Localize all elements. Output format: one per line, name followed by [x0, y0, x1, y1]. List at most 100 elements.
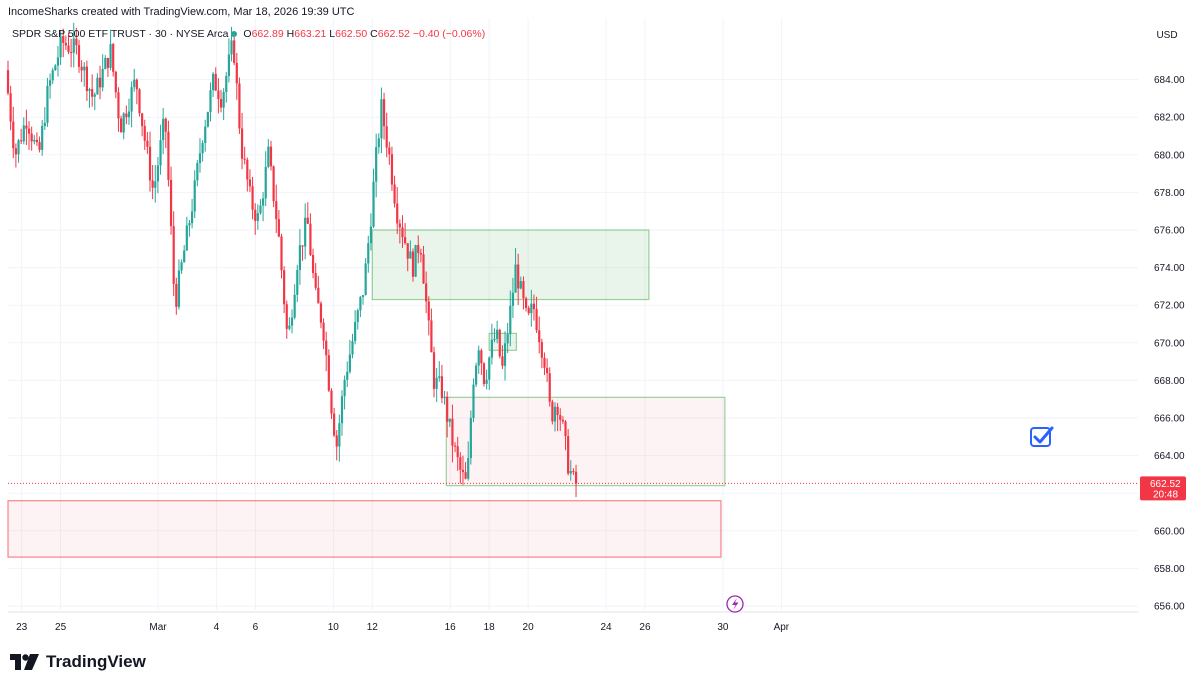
- candle-body: [122, 113, 125, 133]
- candle-body: [248, 179, 252, 187]
- last-price-tag: 662.52 20:48: [1140, 476, 1186, 501]
- time-tick-label: 26: [639, 622, 651, 633]
- candle-body: [440, 376, 444, 399]
- candle-body: [185, 225, 188, 251]
- price-tick-label: 678.00: [1154, 188, 1185, 199]
- candle-body: [559, 415, 562, 420]
- candle-body: [217, 90, 220, 100]
- candle-body: [519, 281, 522, 289]
- time-tick-label: 25: [55, 622, 67, 633]
- candle-body: [406, 243, 409, 259]
- candle-body: [233, 40, 236, 63]
- candle-body: [301, 245, 304, 247]
- candle-body: [214, 73, 217, 91]
- candle-body: [225, 76, 228, 93]
- candle-body: [96, 77, 99, 95]
- candle-body: [259, 205, 262, 214]
- candle-body: [472, 384, 475, 418]
- candle-body: [438, 376, 441, 378]
- candle-body: [35, 139, 39, 143]
- candle-body: [293, 294, 296, 318]
- chart-grid: [8, 18, 1138, 613]
- candle-body: [196, 163, 199, 181]
- candle-body: [154, 181, 157, 188]
- candle-body: [269, 146, 273, 167]
- candle-body: [443, 396, 446, 399]
- candle-body: [72, 38, 75, 53]
- candle-body: [290, 317, 294, 326]
- candle-body: [493, 339, 496, 341]
- candle-body: [335, 435, 338, 447]
- checkbox-check-icon[interactable]: [1030, 426, 1054, 447]
- candle-body: [164, 118, 167, 132]
- symbol-legend[interactable]: SPDR S&P 500 ETF TRUST · 30 · NYSE Arca …: [12, 28, 485, 40]
- candle-body: [417, 245, 420, 253]
- high-value: 663.21: [294, 28, 327, 40]
- candle-body: [322, 322, 325, 341]
- candle-body: [351, 341, 354, 355]
- tradingview-logo[interactable]: TradingView: [10, 652, 146, 672]
- candle-body: [109, 43, 112, 68]
- price-tick-label: 666.00: [1154, 414, 1185, 425]
- candle-body: [456, 446, 459, 458]
- candle-body: [346, 371, 349, 380]
- demand-zone[interactable]: [7, 500, 722, 558]
- candle-body: [522, 281, 525, 299]
- symbol-name[interactable]: SPDR S&P 500 ETF TRUST · 30 · NYSE Arca: [12, 28, 229, 40]
- low-label: L: [329, 28, 336, 40]
- candle-body: [467, 458, 470, 479]
- candle-body: [361, 295, 365, 298]
- candle-body: [20, 140, 23, 142]
- candle-body: [162, 118, 165, 141]
- candle-body: [183, 250, 186, 263]
- candle-body: [427, 301, 430, 321]
- candle-body: [532, 303, 536, 310]
- demand-zone[interactable]: [445, 396, 726, 487]
- lightning-icon[interactable]: [726, 595, 744, 613]
- candle-body: [141, 113, 144, 127]
- candle-body: [88, 89, 91, 92]
- candle-body: [9, 93, 12, 122]
- candle-body: [280, 236, 283, 271]
- candle-body: [46, 85, 49, 123]
- candle-body: [372, 181, 375, 227]
- candle-body: [114, 71, 117, 93]
- candle-body: [311, 254, 315, 274]
- time-axis[interactable]: 23 25 Mar 4 6 10 12 16 18 20 24 26 30 Apr: [16, 622, 790, 633]
- candle-body: [375, 147, 378, 182]
- candle-body: [62, 36, 65, 43]
- candle-body: [135, 79, 138, 90]
- candle-body: [230, 40, 233, 55]
- candle-body: [340, 396, 344, 424]
- low-value: 662.50: [335, 28, 368, 40]
- high-label: H: [286, 28, 295, 40]
- price-axis[interactable]: 684.00 682.00 680.00 678.00 676.00 674.00 672.…: [1154, 75, 1185, 612]
- open-label: O: [243, 28, 252, 40]
- candle-body: [91, 89, 94, 97]
- candle-body: [509, 305, 512, 335]
- time-tick-label: 6: [253, 622, 259, 633]
- candle-body: [546, 367, 549, 374]
- candle-body: [219, 99, 223, 108]
- time-tick-label: 23: [16, 622, 28, 633]
- candle-body: [496, 329, 499, 340]
- candle-body: [446, 396, 449, 422]
- candle-body: [327, 355, 330, 391]
- candle-body: [330, 390, 333, 414]
- candle-body: [180, 262, 183, 271]
- price-tick-label: 658.00: [1154, 564, 1185, 575]
- candle-body: [527, 307, 530, 314]
- candle-body: [30, 133, 33, 142]
- candle-body: [564, 421, 567, 437]
- candle-body: [396, 203, 399, 224]
- currency-button[interactable]: USD: [1150, 26, 1184, 46]
- last-price-label: 662.52: [1150, 479, 1181, 490]
- candle-body: [138, 89, 141, 114]
- time-tick-label: 4: [214, 622, 220, 633]
- time-tick-label: 20: [523, 622, 535, 633]
- candle-body: [517, 264, 520, 289]
- candle-body: [22, 125, 25, 142]
- candle-body: [277, 219, 280, 237]
- last-price-box: [1140, 476, 1186, 501]
